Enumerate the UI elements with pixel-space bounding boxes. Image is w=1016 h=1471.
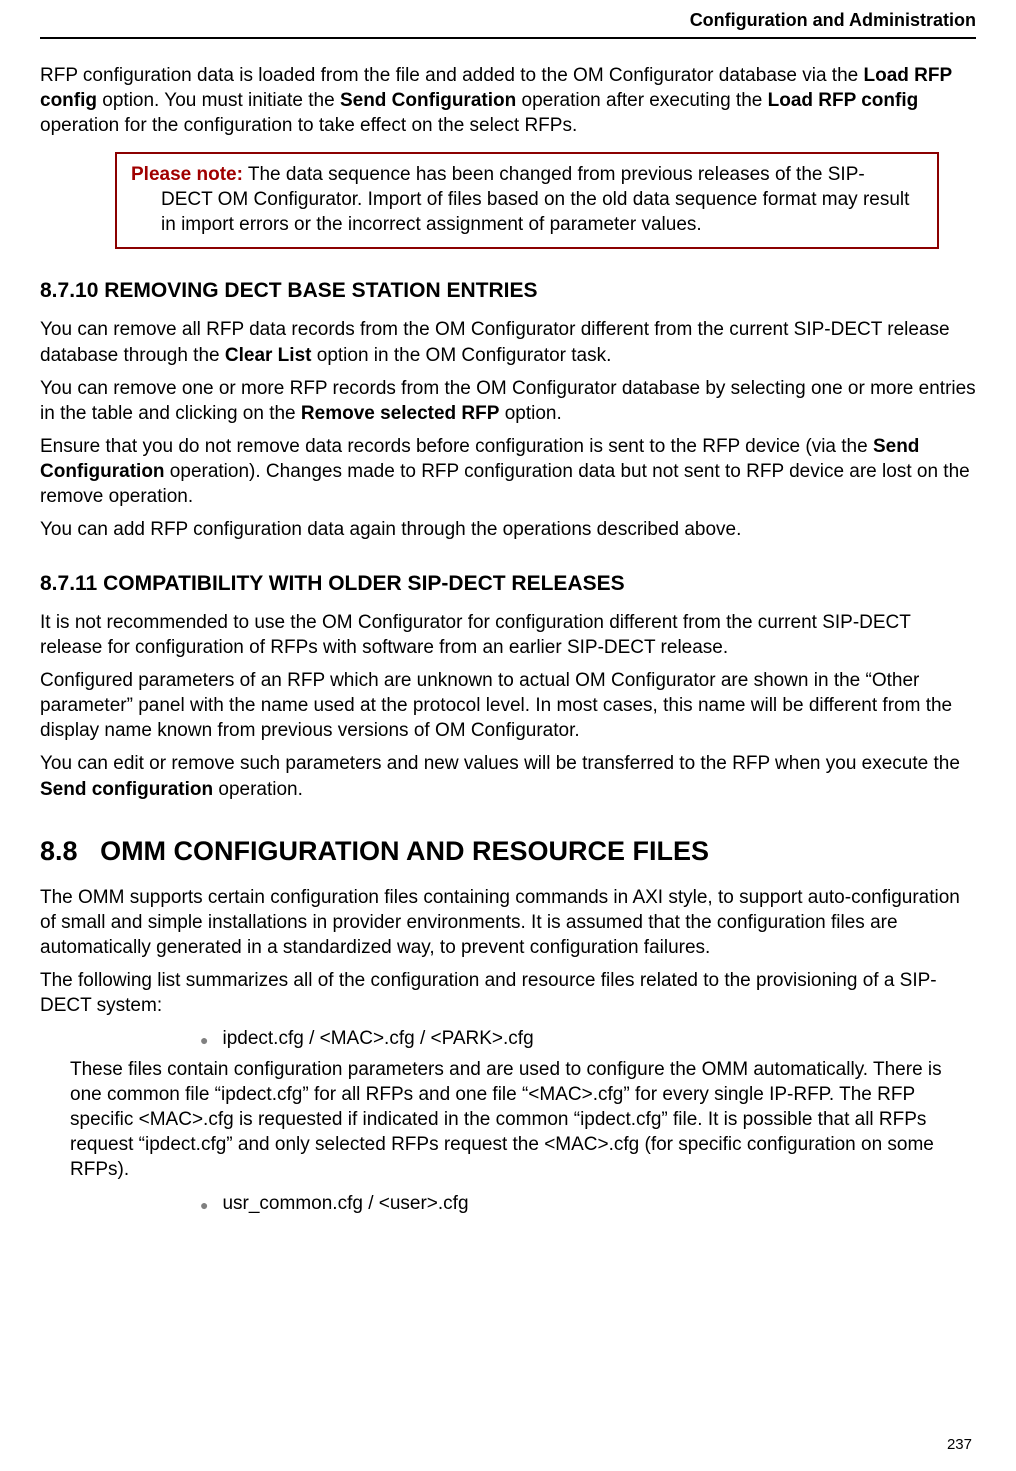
bullet-icon: ●: [200, 1196, 208, 1214]
intro-text-1: RFP configuration data is loaded from th…: [40, 65, 864, 86]
heading-title: OMM CONFIGURATION AND RESOURCE FILES: [100, 836, 709, 866]
bullet-item-1: ● ipdect.cfg / <MAC>.cfg / <PARK>.cfg: [200, 1026, 976, 1051]
p3a: You can edit or remove such parameters a…: [40, 753, 960, 774]
bullet-icon: ●: [200, 1031, 208, 1049]
heading-title: REMOVING DECT BASE STATION ENTRIES: [104, 279, 537, 302]
heading-number: 8.7.11: [40, 572, 97, 595]
p3c: operation.: [213, 779, 303, 800]
p3a: Ensure that you do not remove data recor…: [40, 436, 873, 457]
bullet-text-2: usr_common.cfg / <user>.cfg: [222, 1191, 468, 1216]
document-page: Configuration and Administration RFP con…: [0, 0, 1016, 1471]
intro-text-3: operation after executing the: [516, 90, 767, 111]
note-box: Please note: The data sequence has been …: [115, 152, 939, 249]
sec88-desc1: These files contain configuration parame…: [70, 1057, 976, 1182]
sec8711-p3: You can edit or remove such parameters a…: [40, 751, 976, 801]
sec8710-p1: You can remove all RFP data records from…: [40, 317, 976, 367]
heading-number: 8.8: [40, 836, 78, 866]
note-line1: The data sequence has been changed from …: [243, 164, 865, 185]
bullet-text-1: ipdect.cfg / <MAC>.cfg / <PARK>.cfg: [222, 1026, 533, 1051]
heading-number: 8.7.10: [40, 279, 98, 302]
bullet-item-2: ● usr_common.cfg / <user>.cfg: [200, 1191, 976, 1216]
p3c: operation). Changes made to RFP configur…: [40, 461, 970, 507]
intro-paragraph: RFP configuration data is loaded from th…: [40, 63, 976, 138]
intro-text-2: option. You must initiate the: [97, 90, 340, 111]
p1c: option in the OM Configurator task.: [311, 345, 611, 366]
sec88-p1: The OMM supports certain configuration f…: [40, 885, 976, 960]
sec8711-p1: It is not recommended to use the OM Conf…: [40, 610, 976, 660]
sec8710-p4: You can add RFP configuration data again…: [40, 517, 976, 542]
p2b: Remove selected RFP: [301, 403, 500, 424]
intro-text-4: operation for the configuration to take …: [40, 115, 577, 136]
note-line2: DECT OM Configurator. Import of files ba…: [131, 187, 923, 237]
heading-title: COMPATIBILITY WITH OLDER SIP-DECT RELEAS…: [103, 572, 625, 595]
header-title: Configuration and Administration: [690, 10, 976, 30]
sec88-p2: The following list summarizes all of the…: [40, 968, 976, 1018]
p1b: Clear List: [225, 345, 312, 366]
page-header: Configuration and Administration: [40, 10, 976, 39]
p2c: option.: [499, 403, 561, 424]
p3b: Send configuration: [40, 779, 213, 800]
note-content: Please note: The data sequence has been …: [131, 164, 923, 237]
intro-bold-3: Load RFP config: [768, 90, 919, 111]
heading-8-7-10: 8.7.10 REMOVING DECT BASE STATION ENTRIE…: [40, 279, 976, 303]
heading-8-8: 8.8 OMM CONFIGURATION AND RESOURCE FILES: [40, 836, 976, 867]
sec8711-p2: Configured parameters of an RFP which ar…: [40, 668, 976, 743]
note-label: Please note:: [131, 164, 243, 185]
page-number: 237: [947, 1436, 972, 1453]
sec8710-p3: Ensure that you do not remove data recor…: [40, 434, 976, 509]
intro-bold-2: Send Configuration: [340, 90, 516, 111]
heading-8-7-11: 8.7.11 COMPATIBILITY WITH OLDER SIP-DECT…: [40, 572, 976, 596]
sec8710-p2: You can remove one or more RFP records f…: [40, 376, 976, 426]
